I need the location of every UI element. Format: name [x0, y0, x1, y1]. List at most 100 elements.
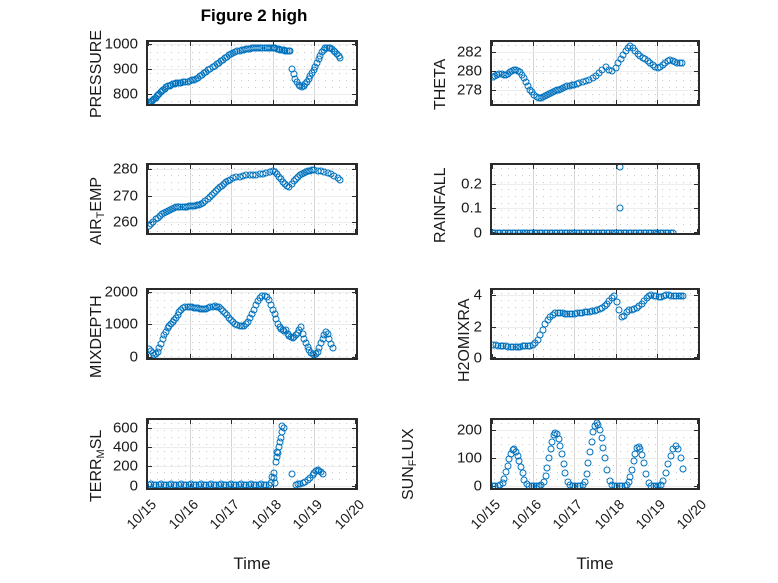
data-point	[616, 165, 624, 171]
axes-row3-left	[146, 288, 358, 360]
tick-mark-x	[533, 290, 534, 294]
tick-mark-y	[694, 71, 698, 72]
data-point	[584, 459, 592, 467]
tick-mark-x	[616, 420, 617, 424]
tick-mark-x	[273, 420, 274, 424]
gridline-horizontal	[148, 292, 356, 293]
y-axis-label-bottom-left: TERRMSL	[88, 429, 107, 502]
tick-mark-x	[574, 290, 575, 294]
gridline-vertical	[657, 42, 658, 104]
gridline-horizontal	[148, 69, 356, 70]
tick-mark-y	[352, 447, 356, 448]
data-point	[336, 176, 344, 184]
tick-mark-y	[148, 94, 152, 95]
gridline-vertical	[574, 42, 575, 104]
data-point	[504, 462, 512, 470]
y-tick-label: 270	[112, 187, 138, 205]
gridline-vertical	[616, 42, 617, 104]
tick-mark-y	[492, 327, 496, 328]
gridline-horizontal	[148, 466, 356, 467]
data-point	[677, 454, 685, 462]
tick-mark-y	[492, 90, 496, 91]
gridline-horizontal	[492, 208, 698, 209]
tick-mark-y	[492, 52, 496, 53]
gridline-horizontal	[148, 447, 356, 448]
tick-mark-x	[355, 229, 356, 233]
tick-mark-y	[352, 222, 356, 223]
y-tick-label: 0.1	[461, 199, 482, 217]
tick-mark-x	[657, 42, 658, 46]
tick-mark-x	[314, 290, 315, 294]
tick-mark-x	[273, 42, 274, 46]
data-point	[638, 451, 646, 459]
tick-mark-y	[148, 428, 152, 429]
axes-row2-right	[490, 163, 700, 235]
gridline-vertical	[231, 42, 232, 104]
gridline-horizontal	[148, 169, 356, 170]
y-tick-label: 280	[112, 160, 138, 178]
data-point	[555, 435, 563, 443]
tick-mark-y	[694, 52, 698, 53]
data-series	[492, 290, 698, 358]
gridline-horizontal	[148, 94, 356, 95]
tick-mark-x	[657, 100, 658, 104]
y-axis-label-bottom-right: SUNFLUX	[400, 428, 419, 500]
y-axis-label-row3-right: H2OMIXRA	[456, 298, 473, 382]
tick-mark-y	[694, 208, 698, 209]
gridline-vertical	[657, 290, 658, 358]
gridline-vertical	[574, 165, 575, 233]
tick-mark-x	[574, 420, 575, 424]
tick-mark-y	[352, 466, 356, 467]
gridline-horizontal	[148, 428, 356, 429]
tick-mark-x	[314, 420, 315, 424]
tick-mark-x	[616, 100, 617, 104]
y-tick-label: 0	[473, 224, 482, 242]
tick-mark-x	[492, 100, 493, 104]
data-point	[662, 469, 670, 477]
tick-mark-y	[492, 295, 496, 296]
y-tick-label: 100	[456, 449, 482, 467]
tick-mark-x	[355, 420, 356, 424]
data-point	[678, 59, 686, 67]
tick-mark-y	[694, 327, 698, 328]
y-tick-label: 2	[473, 318, 482, 336]
tick-mark-x	[355, 165, 356, 169]
tick-mark-x	[231, 290, 232, 294]
tick-mark-x	[273, 165, 274, 169]
data-series	[148, 290, 356, 358]
gridline-horizontal	[148, 196, 356, 197]
tick-mark-x	[190, 42, 191, 46]
tick-mark-y	[694, 184, 698, 185]
tick-mark-x	[574, 354, 575, 358]
y-axis-label-row3-left: MIXDEPTH	[88, 295, 105, 378]
tick-mark-x	[190, 354, 191, 358]
data-point	[500, 475, 508, 483]
y-tick-label: 900	[112, 60, 138, 78]
gridline-vertical	[231, 420, 232, 488]
data-series	[492, 165, 698, 233]
data-point	[547, 445, 554, 453]
axes-top-right	[490, 40, 700, 106]
y-axis-label-row2-right: RAINFALL	[432, 167, 449, 243]
tick-mark-y	[492, 208, 496, 209]
tick-mark-x	[533, 42, 534, 46]
tick-mark-x	[190, 100, 191, 104]
tick-mark-y	[694, 357, 698, 358]
data-point	[667, 452, 675, 459]
tick-mark-x	[231, 229, 232, 233]
tick-mark-x	[231, 42, 232, 46]
tick-mark-x	[657, 165, 658, 169]
gridline-vertical	[574, 420, 575, 488]
data-series	[148, 165, 356, 233]
tick-mark-y	[492, 430, 496, 431]
y-tick-label: 0	[129, 477, 138, 495]
data-point	[626, 473, 634, 481]
data-point	[642, 470, 650, 478]
data-point	[596, 426, 604, 434]
tick-mark-x	[492, 290, 493, 294]
y-tick-label: 0.2	[461, 175, 482, 193]
y-tick-label: 0	[473, 349, 482, 367]
data-series	[148, 420, 356, 488]
data-point	[561, 469, 569, 477]
tick-mark-y	[352, 69, 356, 70]
